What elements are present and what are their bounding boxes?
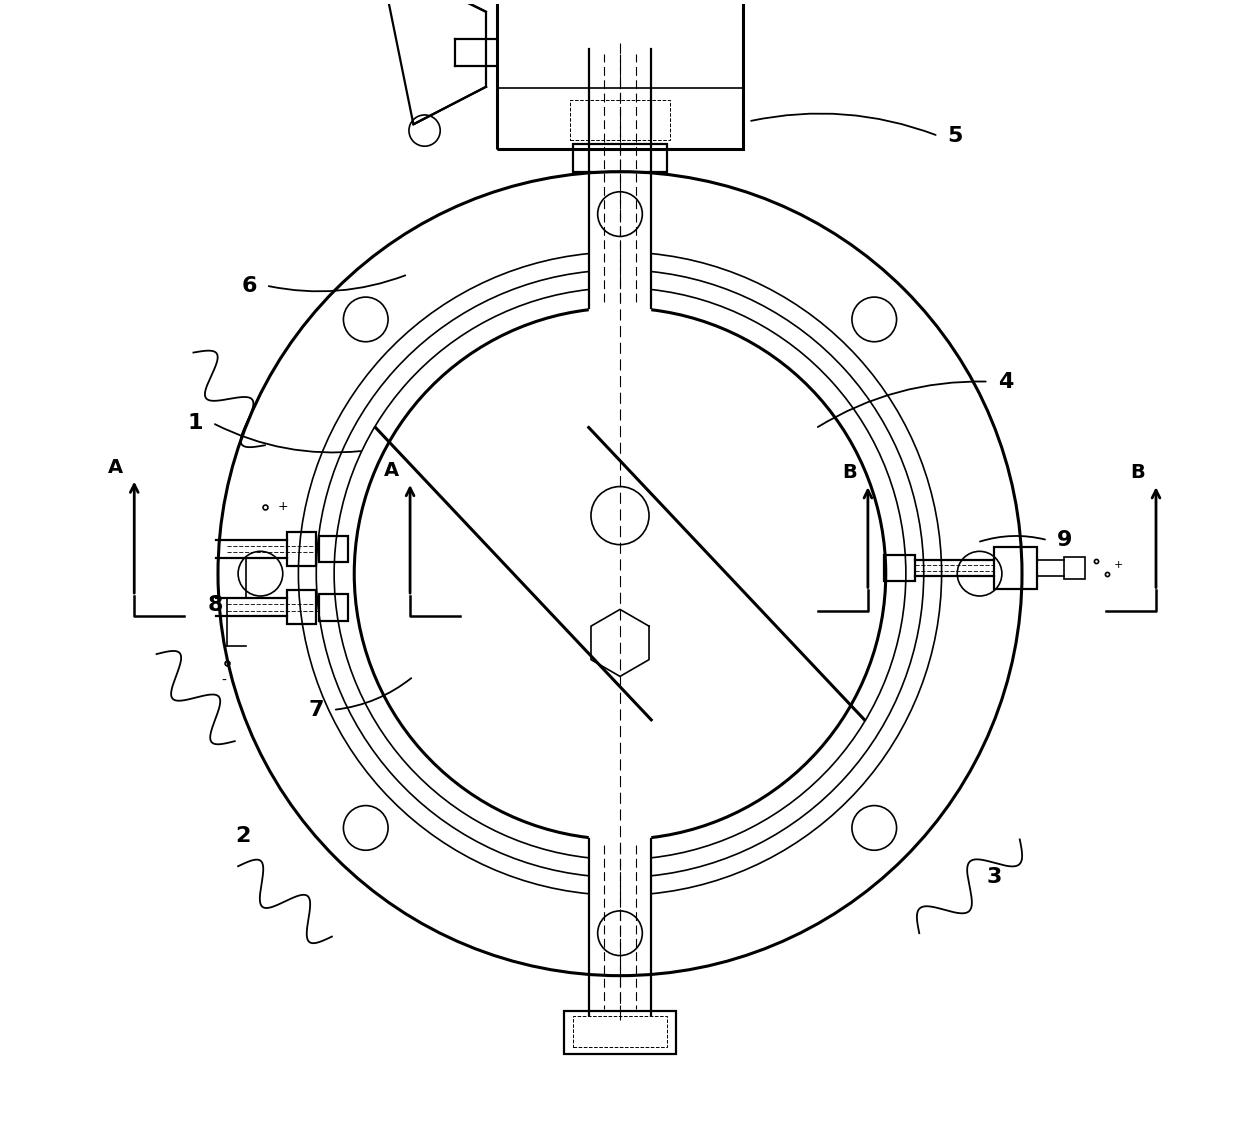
Bar — [1064, 557, 1085, 579]
Text: 9: 9 — [1056, 530, 1073, 550]
Text: 1: 1 — [188, 413, 203, 433]
Text: B: B — [842, 464, 857, 483]
Text: B: B — [1130, 464, 1145, 483]
Text: A: A — [108, 458, 123, 477]
Text: 6: 6 — [242, 276, 257, 296]
Text: +: + — [1114, 560, 1123, 569]
Text: 7: 7 — [309, 700, 324, 720]
Text: -: - — [221, 674, 226, 688]
Bar — [288, 532, 316, 566]
Text: 8: 8 — [208, 595, 223, 615]
Text: 3: 3 — [986, 867, 1002, 888]
Bar — [573, 1016, 667, 1047]
Bar — [884, 555, 915, 582]
Bar — [319, 594, 347, 621]
Text: 5: 5 — [947, 126, 962, 146]
Bar — [319, 536, 347, 562]
Bar — [573, 144, 667, 172]
Text: 4: 4 — [997, 371, 1013, 391]
Bar — [564, 1011, 676, 1054]
Text: 2: 2 — [234, 826, 250, 846]
Bar — [569, 100, 671, 141]
Bar — [288, 591, 316, 624]
Bar — [497, 0, 743, 150]
Bar — [994, 547, 1037, 590]
Text: A: A — [383, 461, 399, 480]
Text: +: + — [278, 501, 288, 513]
